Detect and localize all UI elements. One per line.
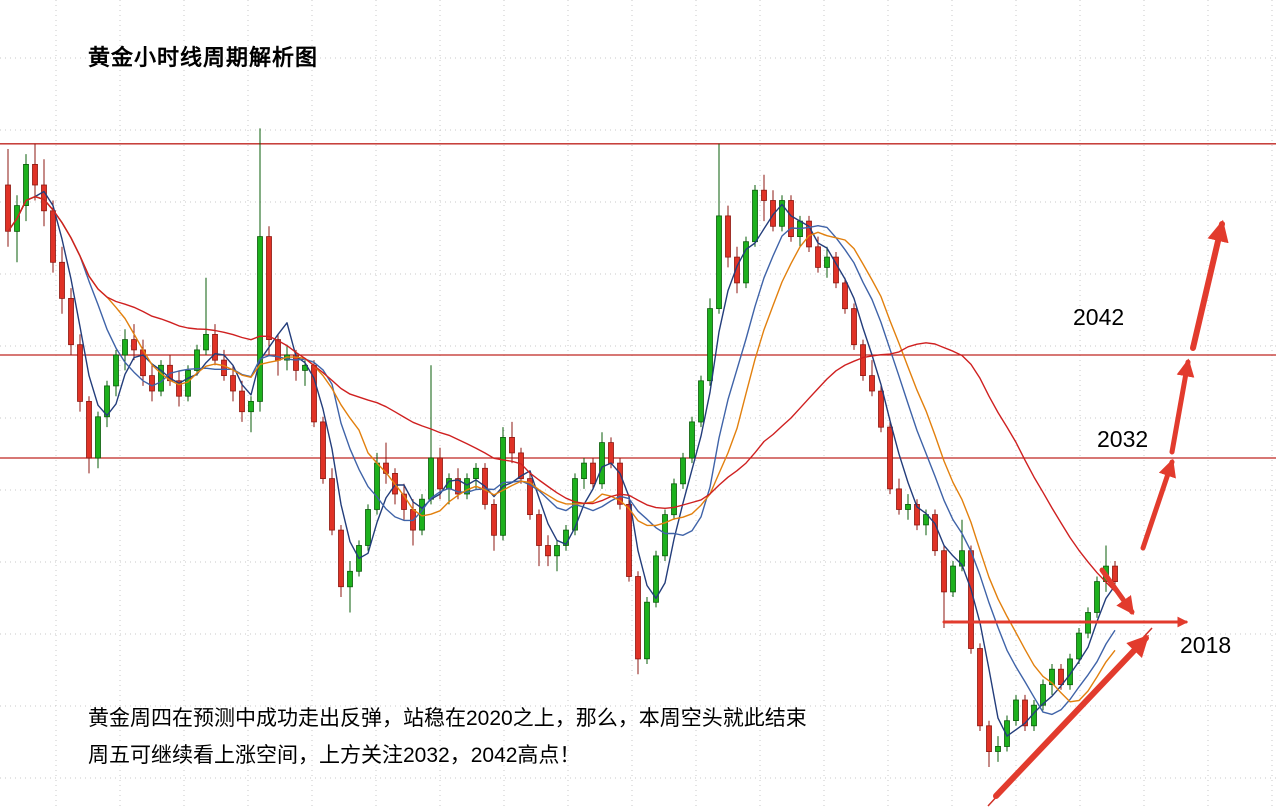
price-label-2042: 2042 <box>1073 304 1125 330</box>
horizontal-price-lines <box>0 143 1276 459</box>
commentary-block: 黄金周四在预测中成功走出反弹，站稳在2020之上，那么，本周空头就此结束 周五可… <box>88 700 807 774</box>
commentary-line-1: 黄金周四在预测中成功走出反弹，站稳在2020之上，那么，本周空头就此结束 <box>88 707 807 730</box>
page-title: 黄金小时线周期解析图 <box>88 45 319 70</box>
moving-average-lines <box>7 190 1116 737</box>
price-label-2018: 2018 <box>1180 632 1232 658</box>
price-label-2032: 2032 <box>1097 426 1149 452</box>
commentary-line-2: 周五可继续看上涨空间，上方关注2032，2042高点！ <box>88 744 581 767</box>
candlesticks <box>5 128 1118 767</box>
forecast-arrows <box>942 219 1229 799</box>
